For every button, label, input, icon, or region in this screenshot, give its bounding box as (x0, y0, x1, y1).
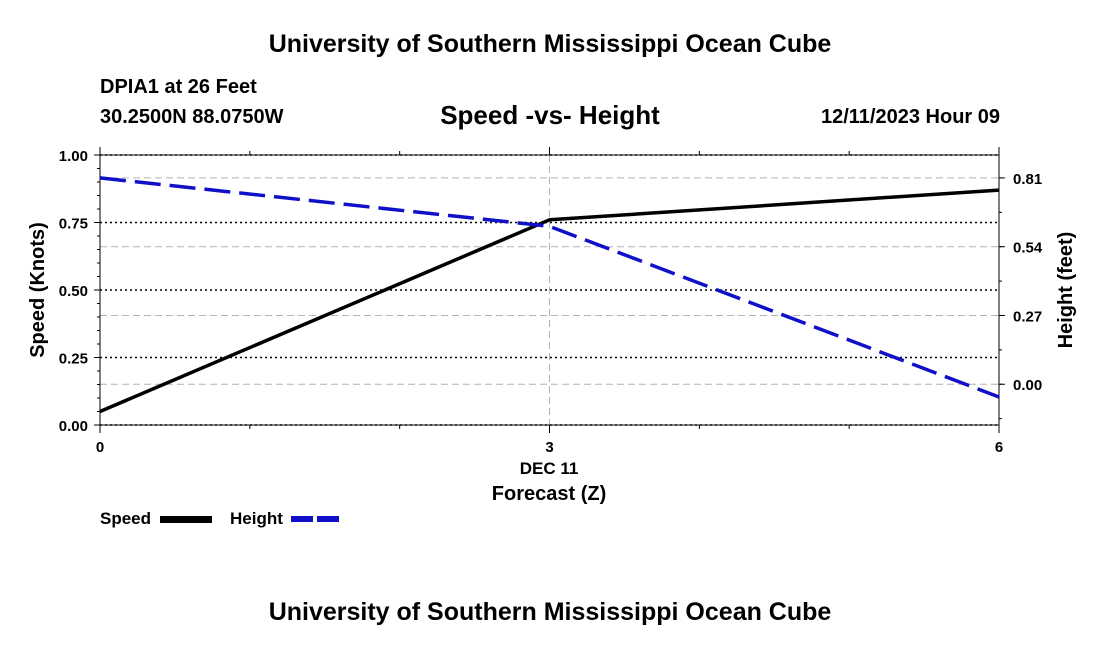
station-label: DPIA1 at 26 Feet (100, 76, 257, 98)
y2-tick-label: 0.54 (1013, 240, 1043, 257)
legend-height-label: Height (230, 509, 283, 528)
grid-lines (100, 154, 999, 426)
x-axis-date-label: DEC 11 (520, 459, 579, 478)
legend-speed-swatch (160, 516, 212, 523)
y-tick-label: 0.25 (59, 351, 88, 368)
x-tick-label: 0 (96, 439, 104, 456)
y-tick-label: 0.50 (59, 283, 88, 300)
y2-tick-label: 0.00 (1013, 377, 1042, 394)
data-series (99, 176, 1000, 414)
chart-subtitle: Speed -vs- Height (440, 100, 660, 130)
y-tick-label: 1.00 (59, 148, 88, 165)
y2-tick-label: 0.81 (1013, 171, 1042, 188)
series-line-speed (99, 188, 1000, 414)
legend-height-swatch (291, 516, 343, 522)
x-tick-label: 3 (545, 439, 553, 456)
axes: 0.00 0.25 0.50 0.75 1.00 0.00 0.27 0.54 0.81 0 3 6 (59, 147, 1043, 456)
chart-main-title: University of Southern Mississippi Ocean… (268, 30, 832, 58)
x-tick-label: 6 (995, 439, 1003, 456)
y2-axis-label: Height (feet) (1055, 232, 1077, 349)
series-line-height (99, 176, 1000, 399)
y-tick-label: 0.00 (59, 418, 88, 435)
y2-tick-label: 0.27 (1013, 308, 1042, 325)
datetime-label: 12/11/2023 Hour 09 (820, 106, 1000, 128)
y-tick-label: 0.75 (59, 216, 88, 233)
x-axis-label: Forecast (Z) (492, 483, 606, 505)
y-axis-label: Speed (Knots) (27, 222, 49, 358)
coordinates-label: 30.2500N 88.0750W (100, 106, 284, 128)
legend-speed-label: Speed (100, 509, 152, 528)
footer-title: University of Southern Mississippi Ocean… (268, 598, 832, 626)
